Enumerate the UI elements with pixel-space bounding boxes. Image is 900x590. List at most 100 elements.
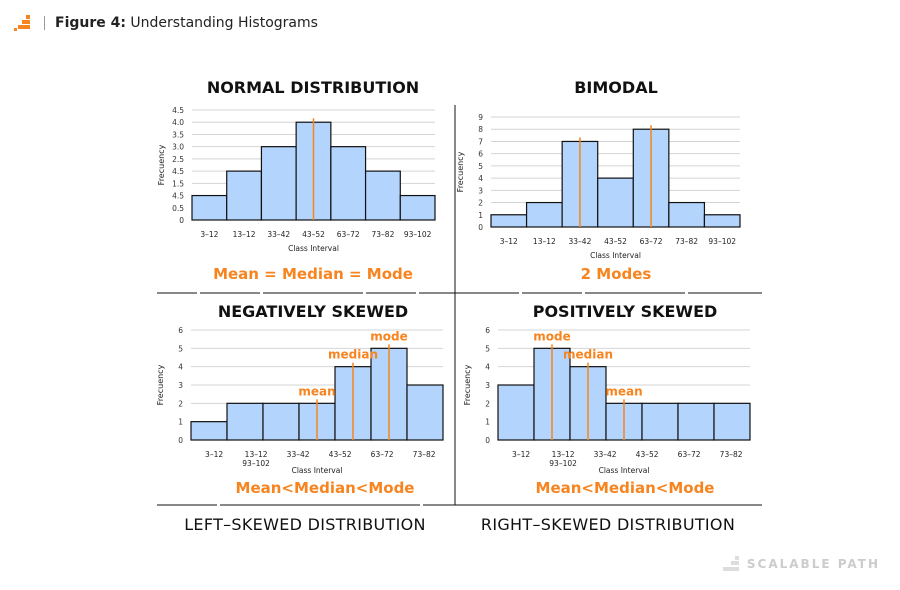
y-tick-label: 4.5 [172, 192, 184, 201]
y-tick-label: 1 [178, 418, 183, 427]
figure-title: Figure 4: Understanding Histograms [55, 15, 318, 31]
chart-title-negative: NEGATIVELY SKEWED [217, 302, 409, 321]
x-tick-label: 63–72 [371, 450, 394, 459]
x-tick-label: 3–12 [500, 237, 518, 246]
y-tick-label: 2.5 [172, 155, 184, 164]
histogram-bar [399, 194, 436, 221]
x-axis-label: Class Interval [599, 466, 650, 475]
histogram-bar [713, 402, 751, 441]
x-tick-label: 73–82 [413, 450, 436, 459]
histogram-bar [262, 402, 300, 441]
y-tick-label: 0 [179, 216, 184, 225]
marker-label-mean: mean [298, 384, 335, 398]
y-tick-label: 9 [478, 113, 483, 122]
y-tick-label: 4 [178, 363, 183, 372]
y-tick-label: 6 [478, 150, 483, 159]
histogram-bar [668, 201, 706, 228]
histogram-bar [525, 201, 563, 228]
histogram-bar [226, 170, 263, 221]
x-tick-label: 43–52 [329, 450, 352, 459]
x-tick-label: 33–42 [267, 230, 290, 239]
y-tick-label: 0 [485, 436, 490, 445]
x-tick-label: 73–82 [720, 450, 743, 459]
y-tick-label: 3 [178, 381, 183, 390]
x-tick-label: 33–42 [287, 450, 310, 459]
y-tick-label: 2 [485, 399, 490, 408]
histogram-bar [406, 384, 444, 441]
histogram-bar [191, 194, 228, 221]
y-tick-label: 4 [485, 363, 490, 372]
y-tick-label: 4.5 [172, 167, 184, 176]
caption-positive: Mean<Median<Mode [535, 479, 715, 497]
brand-name: SCALABLE PATH [746, 557, 880, 571]
y-tick-label: 3 [485, 381, 490, 390]
header-divider [44, 16, 45, 30]
histogram-bar [226, 402, 264, 441]
histogram-bar [597, 177, 634, 228]
dividers [157, 105, 762, 506]
x-tick-label: 73–82 [372, 230, 395, 239]
y-tick-label: 5 [485, 344, 490, 353]
x-tick-label: 13–12 93–102 [242, 450, 270, 468]
y-tick-label: 4.0 [172, 118, 184, 127]
histogram-bar [364, 170, 401, 221]
y-axis-label: Frecuency [156, 364, 165, 405]
x-tick-label: 33–42 [594, 450, 617, 459]
figure-label: Figure 4: [55, 15, 126, 31]
x-tick-label: 43–52 [604, 237, 627, 246]
x-tick-label: 93–102 [404, 230, 432, 239]
scalable-path-logo-icon [14, 15, 30, 31]
y-tick-label: 6 [485, 326, 490, 335]
chart-title-bimodal: BIMODAL [574, 78, 658, 97]
x-tick-label: 3–12 [200, 230, 218, 239]
y-axis-label: Frecuency [157, 144, 166, 185]
y-axis-label: Frecuency [456, 151, 465, 192]
y-tick-label: 1 [478, 211, 483, 220]
caption-normal: Mean = Median = Mode [213, 265, 413, 283]
histogram-chart-0: 0 0.5 4.5 1.5 4.5 2.5 3.0 3.5 4.0 4.5 3–12 13–12 33–… [157, 106, 436, 253]
chart-title-normal: NORMAL DISTRIBUTION [206, 78, 420, 97]
marker-label-mode: mode [370, 329, 407, 343]
y-tick-label: 8 [478, 125, 483, 134]
histogram-bar [330, 146, 367, 221]
x-axis-label: Class Interval [292, 466, 343, 475]
right-skewed-label: RIGHT–SKEWED DISTRIBUTION [480, 515, 736, 534]
x-tick-label: 63–72 [678, 450, 701, 459]
y-tick-label: 3.0 [172, 143, 184, 152]
y-tick-label: 1.5 [172, 179, 184, 188]
x-tick-label: 63–72 [640, 237, 663, 246]
header: Figure 4: Understanding Histograms [14, 12, 318, 34]
x-tick-label: 13–12 [233, 230, 256, 239]
y-tick-label: 0 [478, 223, 483, 232]
histogram-bar [497, 384, 535, 441]
y-tick-label: 3 [478, 186, 483, 195]
x-axis-label: Class Interval [288, 244, 339, 253]
x-tick-label: 43–52 [302, 230, 325, 239]
y-tick-label: 3.5 [172, 130, 184, 139]
x-tick-label: 33–42 [569, 237, 592, 246]
histogram-bar [641, 402, 679, 441]
x-tick-label: 3–12 [205, 450, 223, 459]
x-tick-label: 73–82 [675, 237, 698, 246]
x-tick-label: 13–12 [533, 237, 556, 246]
left-skewed-label: LEFT–SKEWED DISTRIBUTION [184, 515, 426, 534]
y-tick-label: 0 [178, 436, 183, 445]
y-tick-label: 5 [478, 162, 483, 171]
chart-title-positive: POSITIVELY SKEWED [532, 302, 718, 321]
y-axis-label: Frecuency [463, 364, 472, 405]
histogram-chart-1: 0 1 2 3 4 5 6 7 8 9 3–12 13–12 33–42 43–52 63–72 73–82 9… [456, 113, 741, 260]
histogram-bar [703, 214, 741, 228]
brand-watermark: SCALABLE PATH [722, 556, 880, 572]
y-tick-label: 6 [178, 326, 183, 335]
marker-label-median: median [328, 348, 378, 362]
x-tick-label: 93–102 [708, 237, 736, 246]
x-tick-label: 63–72 [337, 230, 360, 239]
marker-label-mean: mean [605, 384, 642, 398]
y-tick-label: 1 [485, 418, 490, 427]
caption-bimodal: 2 Modes [580, 265, 652, 283]
x-tick-label: 3–12 [512, 450, 530, 459]
y-tick-label: 4.5 [172, 106, 184, 115]
x-axis-label: Class Interval [590, 251, 641, 260]
